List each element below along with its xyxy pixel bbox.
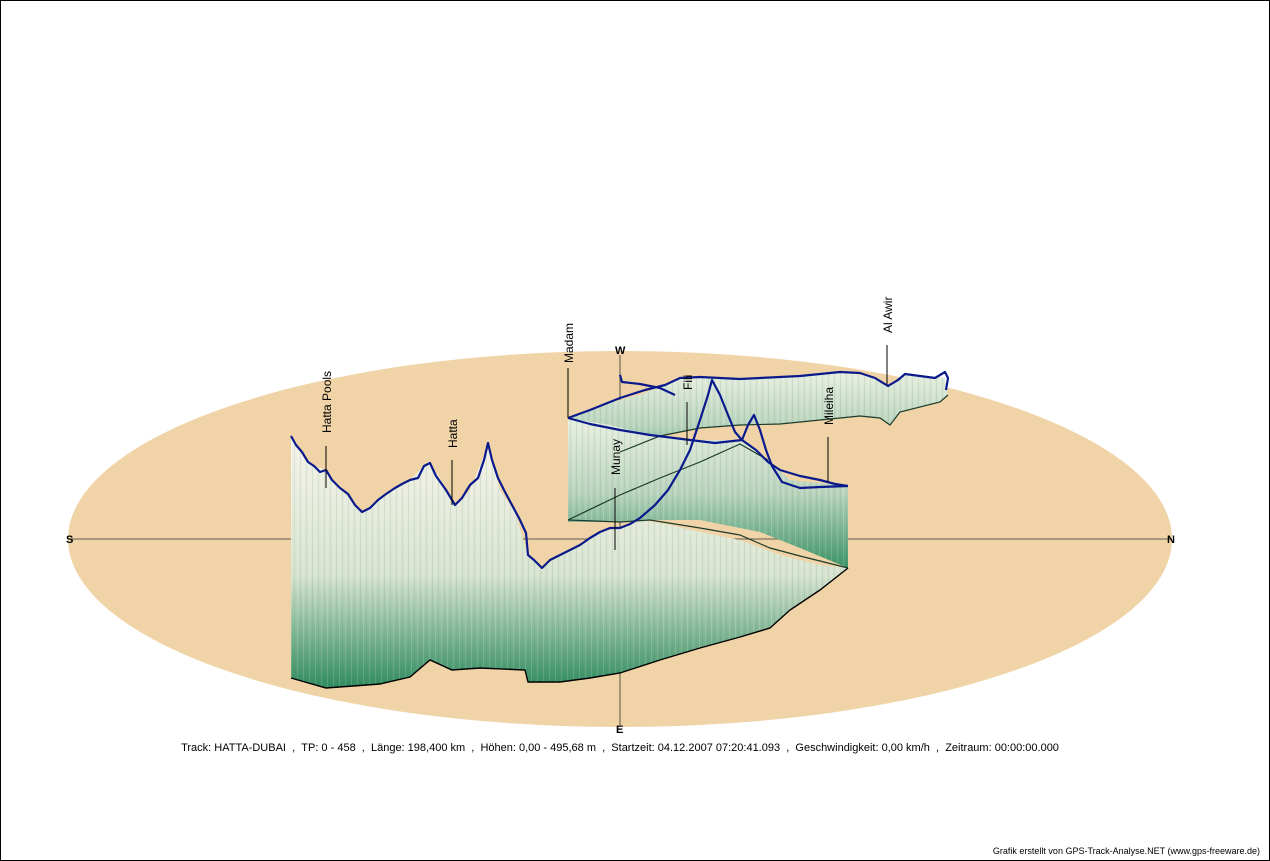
track-base-line-4	[619, 394, 949, 453]
curtain-madam-streaks	[568, 418, 848, 568]
compass-north: N	[1167, 534, 1175, 546]
place-mileiha: Mileiha	[822, 387, 836, 425]
place-hatta-pools: Hatta Pools	[320, 371, 334, 433]
track-base-line	[290, 567, 849, 689]
track-line-mileiha	[567, 416, 849, 488]
curtain-front-streaks	[291, 436, 848, 688]
info-tp: TP: 0 - 458	[301, 742, 356, 754]
track-line-spur	[618, 374, 676, 396]
track-info-line: Track: HATTA-DUBAI , TP: 0 - 458 , Länge…	[181, 742, 1059, 754]
info-start: Startzeit: 04.12.2007 07:20:41.093	[611, 742, 781, 754]
credit-text: Grafik erstellt von GPS-Track-Analyse.NE…	[992, 846, 1260, 856]
place-al-awir: Al Awir	[881, 297, 895, 333]
compass-east: E	[616, 724, 623, 736]
info-speed: Geschwindigkeit: 0,00 km/h	[795, 742, 930, 754]
place-madam: Madam	[562, 323, 576, 363]
track-line-back	[567, 370, 950, 420]
place-hatta: Hatta	[446, 419, 460, 448]
compass-west: W	[615, 345, 626, 357]
curtain-back-streaks	[568, 372, 948, 480]
compass-south: S	[66, 534, 73, 546]
track-line-front	[290, 378, 743, 570]
track-line-loop	[740, 413, 849, 490]
place-munay: Munay	[609, 439, 623, 475]
track-base-line-2	[567, 519, 849, 569]
place-fili: Fili	[681, 375, 695, 390]
info-length: Länge: 198,400 km	[370, 742, 466, 754]
info-track: Track: HATTA-DUBAI	[181, 742, 286, 754]
info-heights: Höhen: 0,00 - 495,68 m	[480, 742, 597, 754]
info-period: Zeitraum: 00:00:00.000	[945, 742, 1059, 754]
